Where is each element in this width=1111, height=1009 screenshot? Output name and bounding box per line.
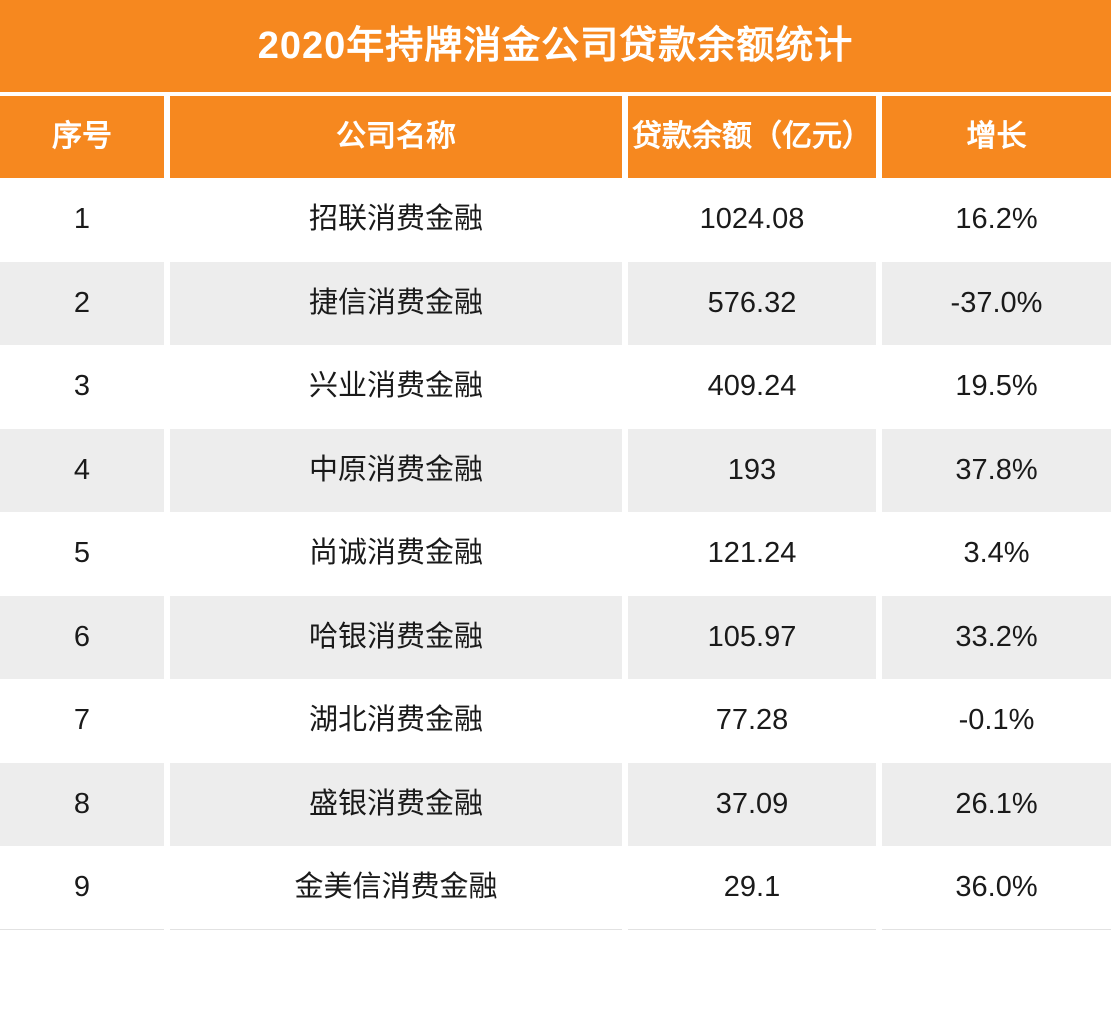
cell-balance: 121.24: [707, 537, 797, 570]
table-body: 1 招联消费金融 1024.08 16.2% 2 捷信消费金融 576.32 -…: [0, 178, 1111, 930]
table-row: 7 湖北消费金融 77.28 -0.1%: [0, 679, 1111, 763]
cell-growth: 26.1%: [882, 762, 1111, 846]
cell-growth: 33.2%: [882, 595, 1111, 679]
cell-growth: 16.2%: [955, 203, 1038, 236]
cell-growth: 36.0%: [882, 846, 1111, 930]
cell-company: 哈银消费金融: [170, 595, 622, 679]
column-header-balance: 贷款余额（亿元）: [628, 96, 876, 178]
cell-growth: -37.0%: [882, 261, 1111, 345]
column-header-seq: 序号: [0, 96, 164, 178]
table-row: 9 金美信消费金融 29.1 36.0%: [0, 846, 1111, 930]
table-row: 6 哈银消费金融 105.97 33.2%: [0, 595, 1111, 679]
cell-company: 中原消费金融: [170, 428, 622, 512]
cell-balance: 37.09: [628, 762, 876, 846]
cell-growth: 37.8%: [882, 428, 1111, 512]
cell-company: 盛银消费金融: [170, 762, 622, 846]
cell-company: 尚诚消费金融: [308, 537, 483, 570]
cell-balance: 105.97: [628, 595, 876, 679]
cell-growth: 3.4%: [963, 537, 1030, 570]
cell-seq: 7: [73, 704, 91, 737]
table-title-bar: 2020年持牌消金公司贷款余额统计: [0, 0, 1111, 92]
cell-balance: 29.1: [628, 846, 876, 930]
table-row: 2 捷信消费金融 576.32 -37.0%: [0, 261, 1111, 345]
cell-balance: 409.24: [707, 370, 797, 403]
table-row: 4 中原消费金融 193 37.8%: [0, 428, 1111, 512]
table-row: 5 尚诚消费金融 121.24 3.4%: [0, 512, 1111, 596]
cell-growth: -0.1%: [958, 704, 1035, 737]
cell-company: 兴业消费金融: [308, 370, 483, 403]
loan-balance-table: 序号 公司名称 贷款余额（亿元） 增长 1 招联消费金融 1024.08 16.…: [0, 96, 1111, 930]
cell-seq: 5: [73, 537, 91, 570]
table-header-row: 序号 公司名称 贷款余额（亿元） 增长: [0, 96, 1111, 178]
cell-company: 招联消费金融: [308, 203, 483, 236]
cell-company: 湖北消费金融: [308, 704, 483, 737]
cell-seq: 6: [0, 595, 164, 679]
column-header-growth: 增长: [882, 96, 1111, 178]
cell-growth: 19.5%: [955, 370, 1038, 403]
cell-seq: 4: [0, 428, 164, 512]
column-header-company: 公司名称: [170, 96, 622, 178]
page-title: 2020年持牌消金公司贷款余额统计: [257, 25, 854, 67]
cell-seq: 1: [73, 203, 91, 236]
table-row: 3 兴业消费金融 409.24 19.5%: [0, 345, 1111, 429]
cell-company: 捷信消费金融: [170, 261, 622, 345]
cell-seq: 9: [0, 846, 164, 930]
cell-balance: 193: [628, 428, 876, 512]
cell-seq: 2: [0, 261, 164, 345]
cell-seq: 3: [73, 370, 91, 403]
cell-seq: 8: [0, 762, 164, 846]
cell-company: 金美信消费金融: [170, 846, 622, 930]
table-row: 1 招联消费金融 1024.08 16.2%: [0, 178, 1111, 262]
cell-balance: 576.32: [628, 261, 876, 345]
table-row: 8 盛银消费金融 37.09 26.1%: [0, 762, 1111, 846]
cell-balance: 1024.08: [699, 203, 805, 236]
cell-balance: 77.28: [715, 704, 789, 737]
